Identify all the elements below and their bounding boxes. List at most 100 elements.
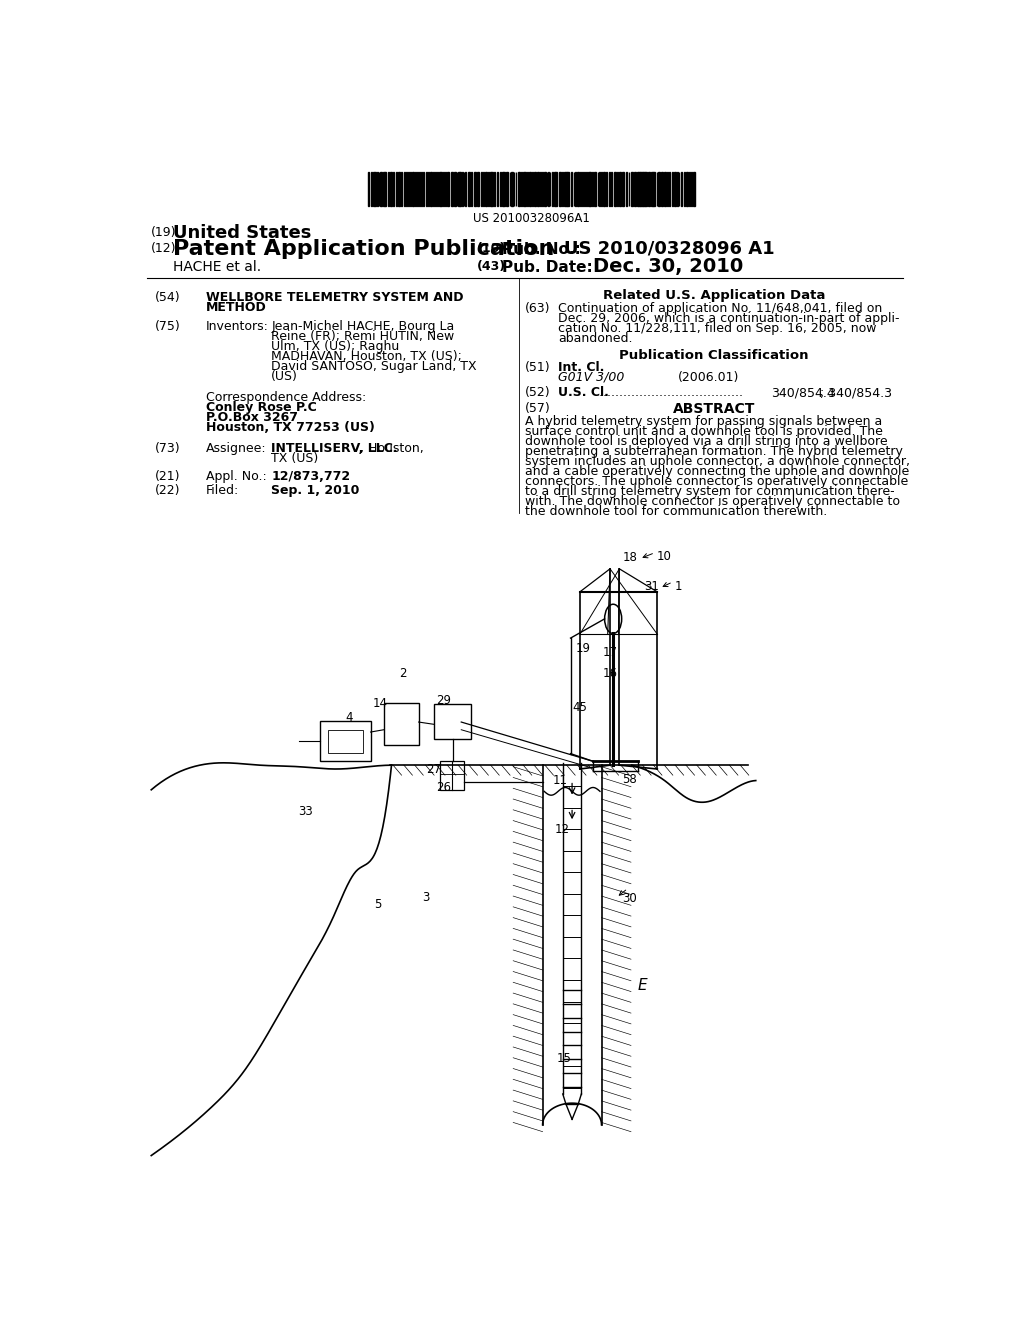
Bar [492, 173, 494, 206]
Bar [653, 173, 655, 206]
Text: (51): (51) [524, 360, 551, 374]
Text: Appl. No.:: Appl. No.: [206, 470, 266, 483]
Text: system includes an uphole connector, a downhole connector,: system includes an uphole connector, a d… [524, 455, 909, 467]
Bar [616, 173, 618, 206]
Text: 18: 18 [623, 552, 637, 564]
Text: 1: 1 [675, 579, 682, 593]
Bar [606, 173, 607, 206]
Bar [504, 173, 505, 206]
Text: 29: 29 [435, 693, 451, 706]
Text: 30: 30 [623, 892, 637, 906]
Bar [458, 173, 460, 206]
Text: cation No. 11/228,111, filed on Sep. 16, 2005, now: cation No. 11/228,111, filed on Sep. 16,… [558, 322, 877, 335]
Bar [558, 173, 561, 206]
Text: Pub. No.:: Pub. No.: [503, 242, 581, 256]
Text: HACHE et al.: HACHE et al. [173, 260, 261, 275]
Bar [497, 173, 499, 206]
Text: Dec. 29, 2006, which is a continuation-in-part of appli-: Dec. 29, 2006, which is a continuation-i… [558, 313, 900, 326]
Bar [371, 173, 372, 206]
Text: 340/854.4: 340/854.4 [771, 387, 835, 400]
Bar [433, 173, 434, 206]
Bar [627, 173, 628, 206]
Text: Jean-Michel HACHE, Bourg La: Jean-Michel HACHE, Bourg La [271, 321, 455, 333]
Text: (75): (75) [155, 321, 181, 333]
Bar [532, 173, 534, 206]
Text: WELLBORE TELEMETRY SYSTEM AND: WELLBORE TELEMETRY SYSTEM AND [206, 290, 463, 304]
Bar [674, 173, 676, 206]
Text: (43): (43) [477, 260, 506, 273]
Bar [570, 173, 572, 206]
Text: 27: 27 [426, 763, 441, 776]
Text: 58: 58 [623, 774, 637, 785]
Text: E: E [638, 978, 647, 994]
Bar [555, 173, 557, 206]
Bar [686, 173, 688, 206]
Bar [564, 173, 566, 206]
Bar [608, 173, 610, 206]
Text: (US): (US) [271, 370, 298, 383]
Bar [373, 173, 376, 206]
Text: (52): (52) [524, 387, 551, 400]
Bar [645, 173, 647, 206]
Bar [439, 760, 464, 789]
Text: Pub. Date:: Pub. Date: [503, 260, 593, 275]
Text: (63): (63) [524, 302, 550, 315]
Bar [620, 173, 621, 206]
Bar [544, 173, 546, 206]
Bar [506, 173, 508, 206]
Text: (22): (22) [155, 484, 180, 498]
Text: surface control unit and a downhole tool is provided. The: surface control unit and a downhole tool… [524, 425, 883, 438]
Text: 12/873,772: 12/873,772 [271, 470, 350, 483]
Bar [552, 173, 553, 206]
Bar [622, 173, 625, 206]
Bar [511, 173, 513, 206]
Text: 3: 3 [423, 891, 430, 904]
Bar [495, 173, 496, 206]
Bar [588, 173, 590, 206]
Text: 16: 16 [603, 667, 618, 680]
Bar [410, 173, 411, 206]
Bar [635, 173, 636, 206]
Text: U.S. Cl.: U.S. Cl. [558, 387, 609, 400]
Text: ....................................: .................................... [595, 387, 743, 400]
Text: G01V 3/00: G01V 3/00 [558, 371, 625, 384]
Text: (57): (57) [524, 403, 551, 416]
Text: Assignee:: Assignee: [206, 442, 266, 455]
Text: 31: 31 [644, 581, 659, 594]
Bar [672, 173, 673, 206]
Text: Reine (FR); Remi HUTIN, New: Reine (FR); Remi HUTIN, New [271, 330, 455, 343]
Bar [650, 173, 652, 206]
Bar [398, 173, 400, 206]
Bar [477, 173, 479, 206]
Bar [384, 702, 419, 744]
Text: 33: 33 [299, 805, 313, 818]
Text: MADHAVAN, Houston, TX (US);: MADHAVAN, Houston, TX (US); [271, 350, 462, 363]
Bar [541, 173, 542, 206]
Bar [535, 173, 537, 206]
Bar [518, 173, 520, 206]
Bar [430, 173, 432, 206]
Text: abandoned.: abandoned. [558, 333, 633, 346]
Text: P.O.Box 3267: P.O.Box 3267 [206, 411, 298, 424]
Text: 5: 5 [375, 898, 382, 911]
Bar [415, 173, 416, 206]
Text: 10: 10 [656, 550, 672, 564]
Bar [419, 173, 420, 206]
Text: TX (US): TX (US) [271, 451, 318, 465]
Bar [577, 173, 579, 206]
Text: and a cable operatively connecting the uphole and downhole: and a cable operatively connecting the u… [524, 465, 909, 478]
Text: Conley Rose P.C: Conley Rose P.C [206, 401, 316, 414]
Bar [423, 173, 424, 206]
Bar [586, 173, 587, 206]
Text: Inventors:: Inventors: [206, 321, 268, 333]
Text: (2006.01): (2006.01) [678, 371, 739, 384]
Bar [538, 173, 539, 206]
Bar [567, 173, 569, 206]
Bar [583, 173, 584, 206]
Text: 11: 11 [553, 775, 567, 788]
Bar [401, 173, 402, 206]
Bar [474, 173, 476, 206]
Bar [640, 173, 643, 206]
Bar [392, 173, 394, 206]
Bar [603, 173, 605, 206]
